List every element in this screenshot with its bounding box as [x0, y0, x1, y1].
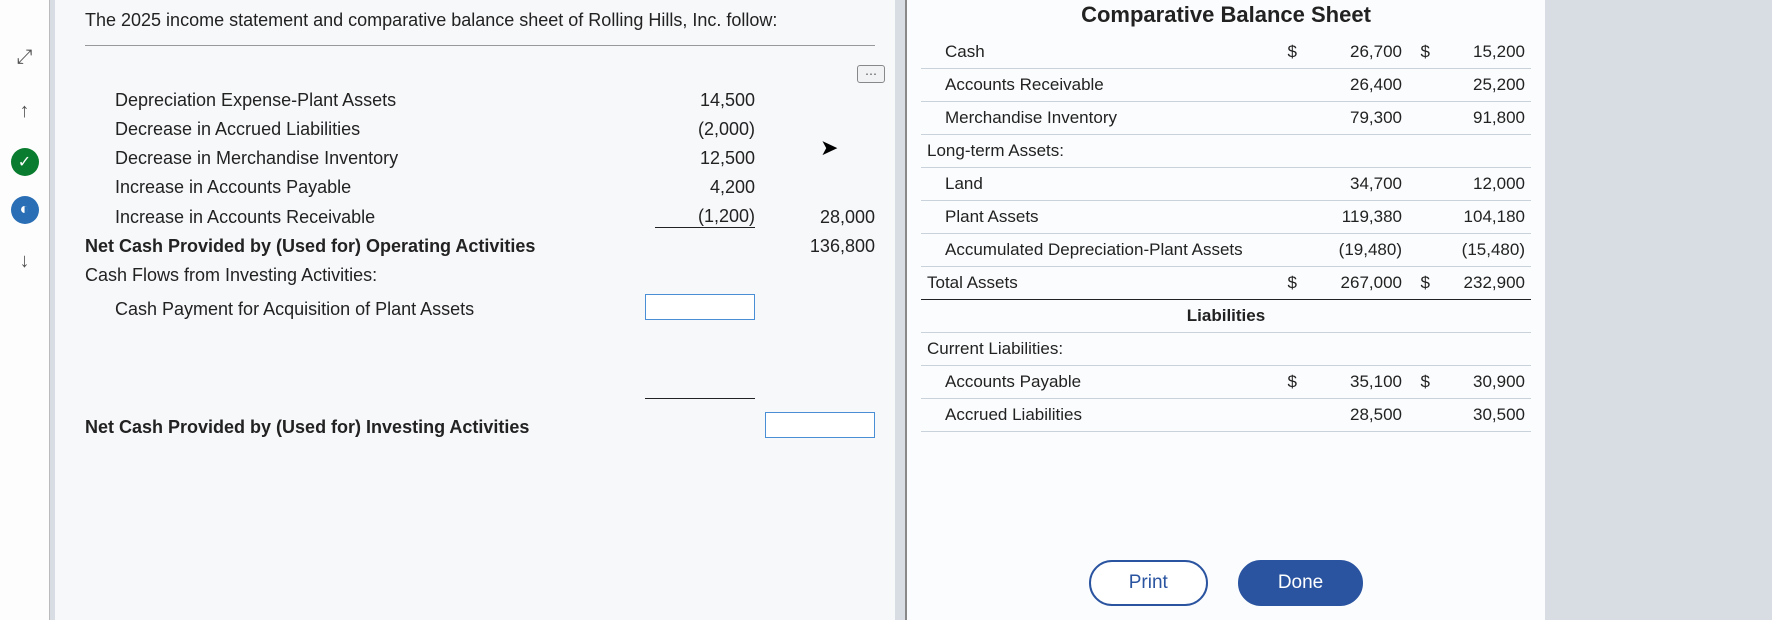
balance-value-2: 12,000	[1436, 168, 1531, 201]
balance-value-2	[1436, 135, 1531, 168]
balance-value-2	[1436, 333, 1531, 366]
popup-handle-icon[interactable]: ⋯	[857, 65, 885, 83]
currency-symbol	[1275, 234, 1303, 267]
balance-row-label: Long-term Assets:	[921, 135, 1275, 168]
cash-flow-worksheet: The 2025 income statement and comparativ…	[55, 0, 895, 620]
down-arrow-icon[interactable]: ↓	[8, 244, 42, 278]
balance-row-label: Merchandise Inventory	[921, 102, 1275, 135]
balance-sheet-popup: Comparative Balance Sheet Cash$26,700$15…	[905, 0, 1545, 620]
up-arrow-icon[interactable]: ↑	[8, 94, 42, 128]
balance-value-2: 30,900	[1436, 366, 1531, 399]
done-button[interactable]: Done	[1238, 560, 1363, 606]
currency-symbol	[1408, 201, 1436, 234]
balance-value-1: 267,000	[1303, 267, 1408, 300]
currency-symbol: $	[1408, 36, 1436, 69]
balance-row-label: Land	[921, 168, 1275, 201]
subtotal-line	[645, 397, 755, 399]
currency-symbol: $	[1408, 366, 1436, 399]
worksheet-row-label: Decrease in Accrued Liabilities	[85, 119, 645, 140]
balance-sheet-table: Cash$26,700$15,200Accounts Receivable26,…	[921, 36, 1531, 432]
currency-symbol	[1408, 168, 1436, 201]
currency-symbol: $	[1275, 366, 1303, 399]
worksheet-row-label: Increase in Accounts Receivable	[85, 207, 645, 228]
currency-symbol	[1275, 168, 1303, 201]
print-button[interactable]: Print	[1089, 560, 1208, 606]
balance-value-1: 26,700	[1303, 36, 1408, 69]
currency-symbol: $	[1408, 267, 1436, 300]
currency-symbol	[1275, 135, 1303, 168]
worksheet-row-value1: (1,200)	[645, 206, 765, 228]
info-icon[interactable]: ◐	[11, 196, 39, 224]
currency-symbol	[1275, 201, 1303, 234]
balance-row-label: Cash	[921, 36, 1275, 69]
currency-symbol	[1408, 234, 1436, 267]
balance-value-1: (19,480)	[1303, 234, 1408, 267]
currency-symbol	[1275, 399, 1303, 432]
question-intro: The 2025 income statement and comparativ…	[85, 8, 875, 46]
net-operating-value: 136,800	[765, 236, 875, 257]
balance-value-1: 35,100	[1303, 366, 1408, 399]
worksheet-row-label: Decrease in Merchandise Inventory	[85, 148, 645, 169]
balance-row-label: Accounts Payable	[921, 366, 1275, 399]
investing-header: Cash Flows from Investing Activities:	[85, 265, 645, 286]
balance-value-2: 25,200	[1436, 69, 1531, 102]
balance-row-label: Total Assets	[921, 267, 1275, 300]
balance-row-label: Plant Assets	[921, 201, 1275, 234]
currency-symbol	[1408, 333, 1436, 366]
net-operating-label: Net Cash Provided by (Used for) Operatin…	[85, 236, 645, 257]
expand-icon[interactable]: ⤢	[8, 40, 42, 74]
net-investing-label: Net Cash Provided by (Used for) Investin…	[85, 417, 645, 438]
balance-row-label: Accounts Receivable	[921, 69, 1275, 102]
currency-symbol	[1408, 69, 1436, 102]
currency-symbol: $	[1275, 36, 1303, 69]
worksheet-row-label: Increase in Accounts Payable	[85, 177, 645, 198]
balance-value-2: 91,800	[1436, 102, 1531, 135]
balance-value-1: 34,700	[1303, 168, 1408, 201]
balance-value-1	[1303, 333, 1408, 366]
balance-sheet-title: Comparative Balance Sheet	[907, 0, 1545, 36]
worksheet-row-value1: 4,200	[645, 177, 765, 198]
balance-row-label: Current Liabilities:	[921, 333, 1275, 366]
balance-value-2: 232,900	[1436, 267, 1531, 300]
currency-symbol	[1275, 69, 1303, 102]
balance-value-2: 15,200	[1436, 36, 1531, 69]
balance-value-2: 30,500	[1436, 399, 1531, 432]
liabilities-header: Liabilities	[921, 300, 1531, 333]
currency-symbol	[1275, 102, 1303, 135]
worksheet-row-value1: 12,500	[645, 148, 765, 169]
balance-row-label: Accumulated Depreciation-Plant Assets	[921, 234, 1275, 267]
balance-value-1	[1303, 135, 1408, 168]
net-investing-input[interactable]	[765, 412, 875, 438]
balance-value-1: 79,300	[1303, 102, 1408, 135]
currency-symbol	[1275, 333, 1303, 366]
balance-value-1: 119,380	[1303, 201, 1408, 234]
popup-buttons: Print Done	[907, 560, 1545, 606]
worksheet-row-label: Depreciation Expense-Plant Assets	[85, 90, 645, 111]
balance-value-1: 26,400	[1303, 69, 1408, 102]
worksheet-row-value2: 28,000	[765, 207, 875, 228]
currency-symbol: $	[1275, 267, 1303, 300]
currency-symbol	[1408, 102, 1436, 135]
worksheet-row-value1: (2,000)	[645, 119, 765, 140]
currency-symbol	[1408, 135, 1436, 168]
currency-symbol	[1408, 399, 1436, 432]
investing-payment-label: Cash Payment for Acquisition of Plant As…	[85, 299, 645, 320]
balance-value-1: 28,500	[1303, 399, 1408, 432]
investing-payment-input[interactable]	[645, 294, 755, 320]
check-icon: ✓	[11, 148, 39, 176]
balance-row-label: Accrued Liabilities	[921, 399, 1275, 432]
balance-value-2: (15,480)	[1436, 234, 1531, 267]
balance-value-2: 104,180	[1436, 201, 1531, 234]
question-sidebar: ⤢ ↑ ✓ ◐ ↓	[0, 0, 50, 620]
worksheet-row-value1: 14,500	[645, 90, 765, 111]
